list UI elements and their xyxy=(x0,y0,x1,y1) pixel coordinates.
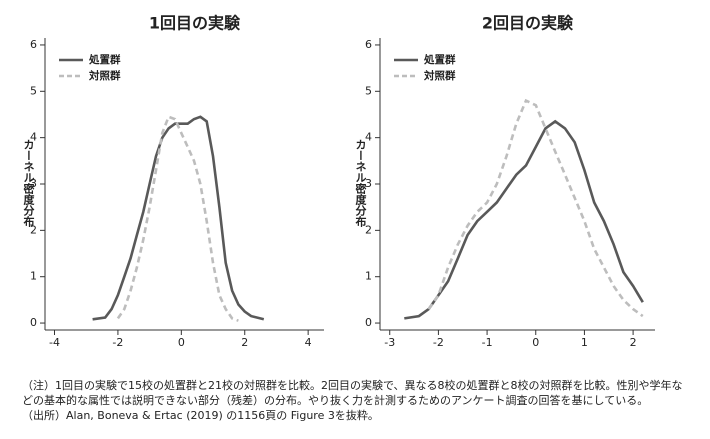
y-tick-label: 2 xyxy=(365,223,372,236)
y-tick-label: 0 xyxy=(30,316,37,329)
x-tick-label: 2 xyxy=(630,336,637,349)
legend-label: 対照群 xyxy=(423,69,456,82)
density-line xyxy=(427,98,644,318)
x-tick-label: 4 xyxy=(305,336,312,349)
y-tick-label: 0 xyxy=(365,316,372,329)
note: どの基本的な属性では説明できない部分（残差）の分布。やり抜く力を計測するためのア… xyxy=(22,393,648,407)
y-tick-label: 4 xyxy=(365,131,372,144)
y-tick-label: 6 xyxy=(365,38,372,51)
note: （出所）Alan, Boneva & Ertac (2019) の1156頁の … xyxy=(22,408,379,422)
x-tick-label: -3 xyxy=(384,336,395,349)
y-tick-label: 2 xyxy=(30,223,37,236)
x-tick-label: -2 xyxy=(112,336,123,349)
y-tick-label: 5 xyxy=(365,84,372,97)
legend-label: 処置群 xyxy=(423,53,456,66)
x-tick-label: -4 xyxy=(49,336,60,349)
density-line xyxy=(404,119,644,320)
x-tick-label: 0 xyxy=(178,336,185,349)
x-tick-label: 1 xyxy=(581,336,588,349)
y-tick-label: 3 xyxy=(30,177,37,190)
legend-label: 対照群 xyxy=(88,69,121,82)
x-tick-label: 2 xyxy=(241,336,248,349)
y-tick-label: 5 xyxy=(30,84,37,97)
legend-label: 処置群 xyxy=(88,53,121,66)
chart-title: 2回目の実験 xyxy=(482,14,574,33)
y-axis-label: カーネル密度分布 xyxy=(354,139,367,228)
y-tick-label: 4 xyxy=(30,131,37,144)
note: （注）1回目の実験で15校の処置群と21校の対照群を比較。2回目の実験で、異なる… xyxy=(22,378,683,392)
y-tick-label: 6 xyxy=(30,38,37,51)
y-tick-label: 3 xyxy=(365,177,372,190)
x-tick-label: -2 xyxy=(433,336,444,349)
x-tick-label: 0 xyxy=(532,336,539,349)
y-axis-label: カーネル密度分布 xyxy=(22,139,35,228)
density-line xyxy=(92,115,265,321)
y-tick-label: 1 xyxy=(365,270,372,283)
chart-title: 1回目の実験 xyxy=(149,14,241,33)
density-line xyxy=(116,115,239,322)
y-tick-label: 1 xyxy=(30,270,37,283)
x-tick-label: -1 xyxy=(482,336,493,349)
